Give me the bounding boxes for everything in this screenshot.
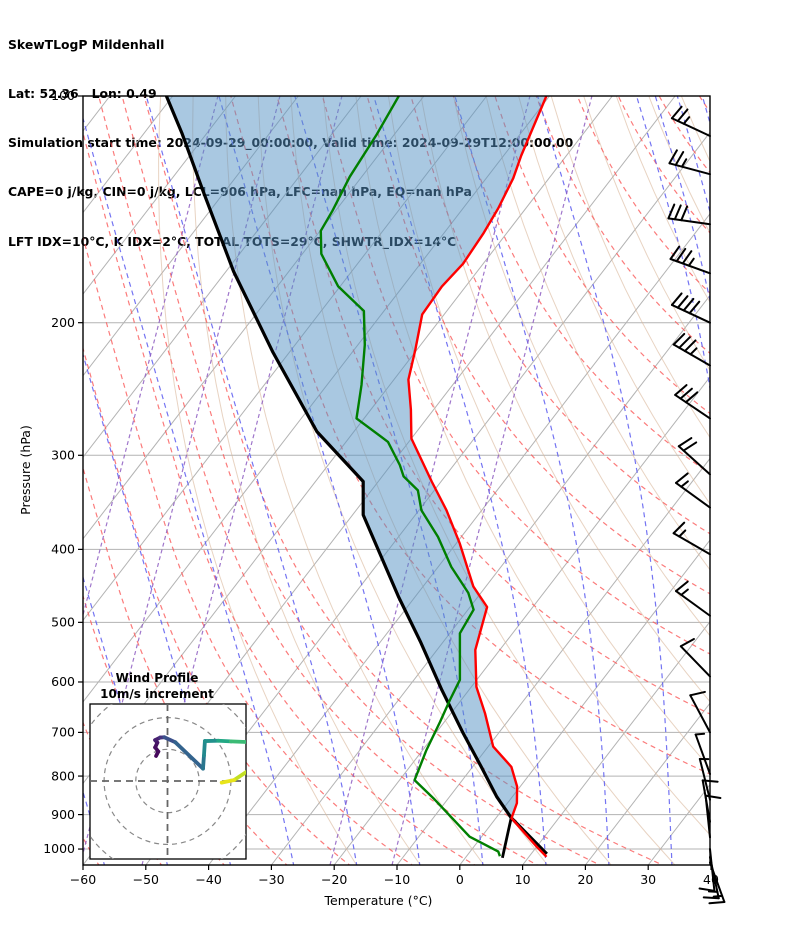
- y-tick-label: 900: [51, 807, 75, 822]
- lat-lon: Lat: 52.36 Lon: 0.49: [8, 86, 157, 102]
- hodograph-title: Wind Profile: [116, 671, 199, 685]
- x-tick-label: 20: [577, 872, 593, 887]
- hodograph-trace: [173, 740, 205, 771]
- y-tick-label: 500: [51, 615, 75, 630]
- wind-barbs: [667, 105, 726, 905]
- x-tick-label: 10: [515, 872, 531, 887]
- hodograph-inset: Wind Profile 10m/s increment: [89, 671, 247, 860]
- chart-title: SkewTLogP Mildenhall: [8, 36, 165, 52]
- temperature-curve: [407, 96, 548, 858]
- x-tick-label: 30: [640, 872, 656, 887]
- x-tick-label: −30: [258, 872, 284, 887]
- parcel-curve: [164, 96, 548, 856]
- lcl-mixing-line: [501, 817, 513, 859]
- y-tick-label: 100: [51, 88, 75, 103]
- y-tick-label: 200: [51, 315, 75, 330]
- y-axis-label: Pressure (hPa): [18, 425, 33, 515]
- hodograph-trace-low: [232, 770, 246, 782]
- x-tick-label: 0: [456, 872, 464, 887]
- hodograph-trace: [202, 739, 207, 758]
- profiles: [164, 96, 548, 859]
- y-tick-label: 1000: [43, 841, 75, 856]
- x-tick-label: −50: [133, 872, 159, 887]
- x-tick-label: −20: [321, 872, 347, 887]
- x-axis-label: Temperature (°C): [324, 893, 433, 908]
- x-tick-label: −40: [195, 872, 221, 887]
- x-tick-label: −60: [70, 872, 96, 887]
- hodograph-trace: [228, 739, 246, 744]
- y-tick-label: 300: [51, 447, 75, 462]
- hodograph-canvas: [90, 704, 246, 859]
- hodograph-trace-low: [219, 778, 236, 785]
- y-tick-label: 700: [51, 725, 75, 740]
- hodograph-trace: [162, 735, 178, 745]
- y-tick-label: 600: [51, 674, 75, 689]
- hodograph-trace: [216, 738, 233, 744]
- cin-shading: [166, 96, 547, 819]
- x-tick-label: −10: [384, 872, 410, 887]
- y-tick-label: 800: [51, 768, 75, 783]
- hodograph-trace: [201, 753, 206, 771]
- y-tick-label: 400: [51, 542, 75, 557]
- hodograph-subtitle: 10m/s increment: [100, 687, 214, 701]
- dewpoint-curve: [319, 96, 502, 857]
